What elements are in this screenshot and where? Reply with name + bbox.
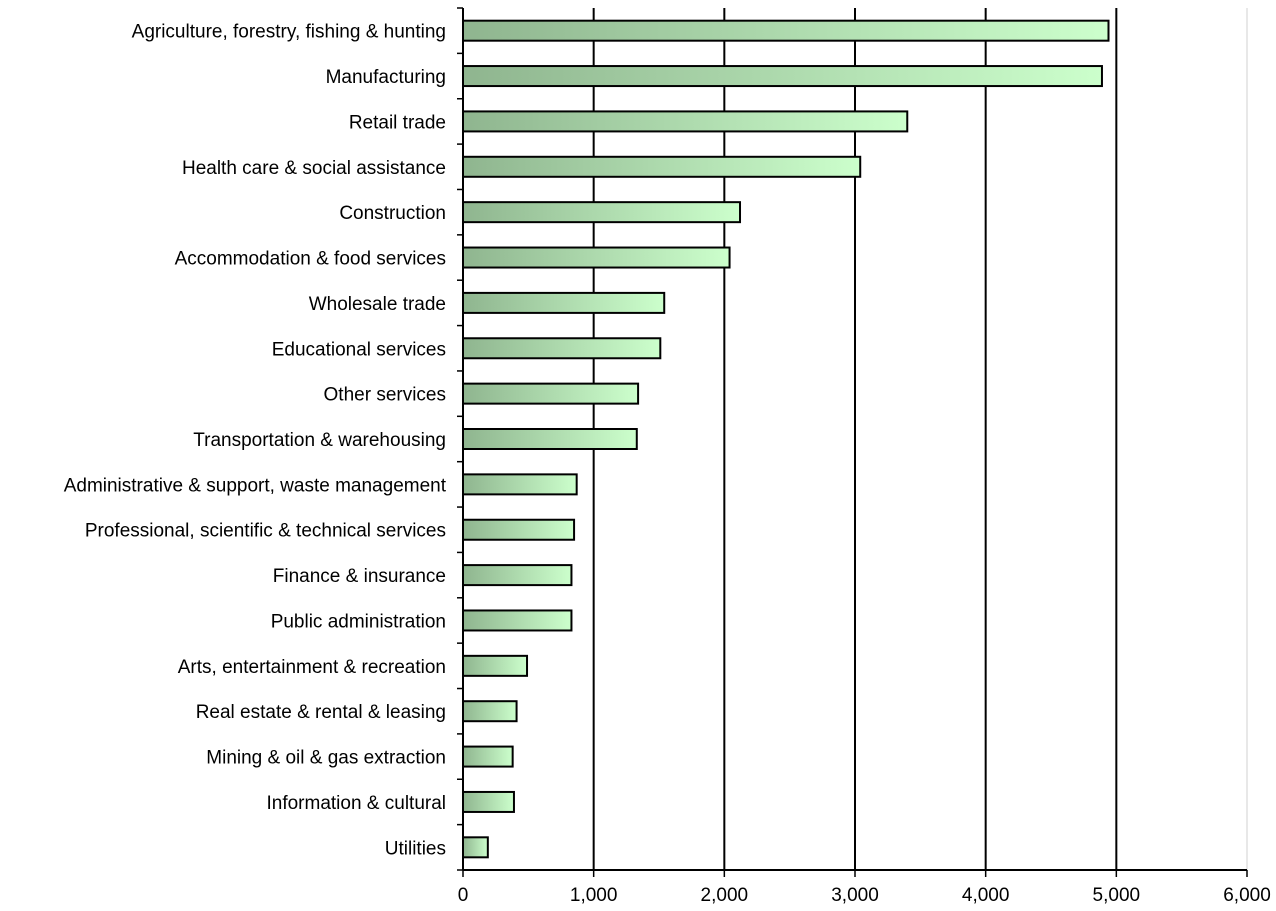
category-label: Professional, scientific & technical ser… [85,521,446,542]
category-label: Retail trade [349,112,446,133]
bar [462,382,640,405]
category-label: Arts, entertainment & recreation [178,657,446,678]
category-label: Transportation & warehousing [193,430,446,451]
bar [462,65,1103,88]
x-tick-label: 3,000 [831,885,879,906]
category-label: Educational services [272,339,446,360]
bar [462,428,638,450]
x-tick-label: 2,000 [701,885,749,906]
bar [462,790,515,813]
axes [457,7,1248,877]
bar [462,836,489,859]
category-label: Real estate & rental & leasing [196,702,446,723]
bar [462,246,731,269]
x-tick-label: 5,000 [1093,885,1141,906]
category-label: Other services [324,385,446,406]
category-label: Mining & oil & gas extraction [206,748,446,769]
x-tick-label: 1,000 [570,885,618,906]
bar [462,745,514,768]
category-label: Utilities [385,838,446,859]
category-label: Accommodation & food services [175,249,446,270]
category-label: Public administration [271,611,446,632]
gridlines [592,8,1248,870]
x-tick-label: 4,000 [962,885,1010,906]
bar [462,291,666,314]
category-label: Finance & insurance [273,566,446,587]
category-label: Manufacturing [326,67,446,88]
bar [462,19,1110,42]
x-tick-labels: 0 1,000 2,000 3,000 4,000 5,000 6,000 [458,885,1271,906]
category-labels: Agriculture, forestry, fishing & hunting… [64,22,447,860]
category-label: Construction [339,203,446,224]
category-label: Administrative & support, waste manageme… [64,475,447,496]
bar [462,564,573,587]
bar [462,609,573,632]
bar [462,337,662,360]
x-tick-label: 0 [458,885,469,906]
bar [462,473,578,496]
category-label: Wholesale trade [309,294,446,315]
bar [462,155,862,178]
category-label: Agriculture, forestry, fishing & hunting [132,22,446,43]
x-tick-label: 6,000 [1223,885,1271,906]
category-label: Health care & social assistance [182,158,446,179]
bar [462,110,909,133]
bar [462,654,529,677]
bars [462,19,1110,859]
bar [462,700,518,723]
bar [462,201,742,224]
category-label: Information & cultural [266,793,446,814]
bar [462,518,576,541]
